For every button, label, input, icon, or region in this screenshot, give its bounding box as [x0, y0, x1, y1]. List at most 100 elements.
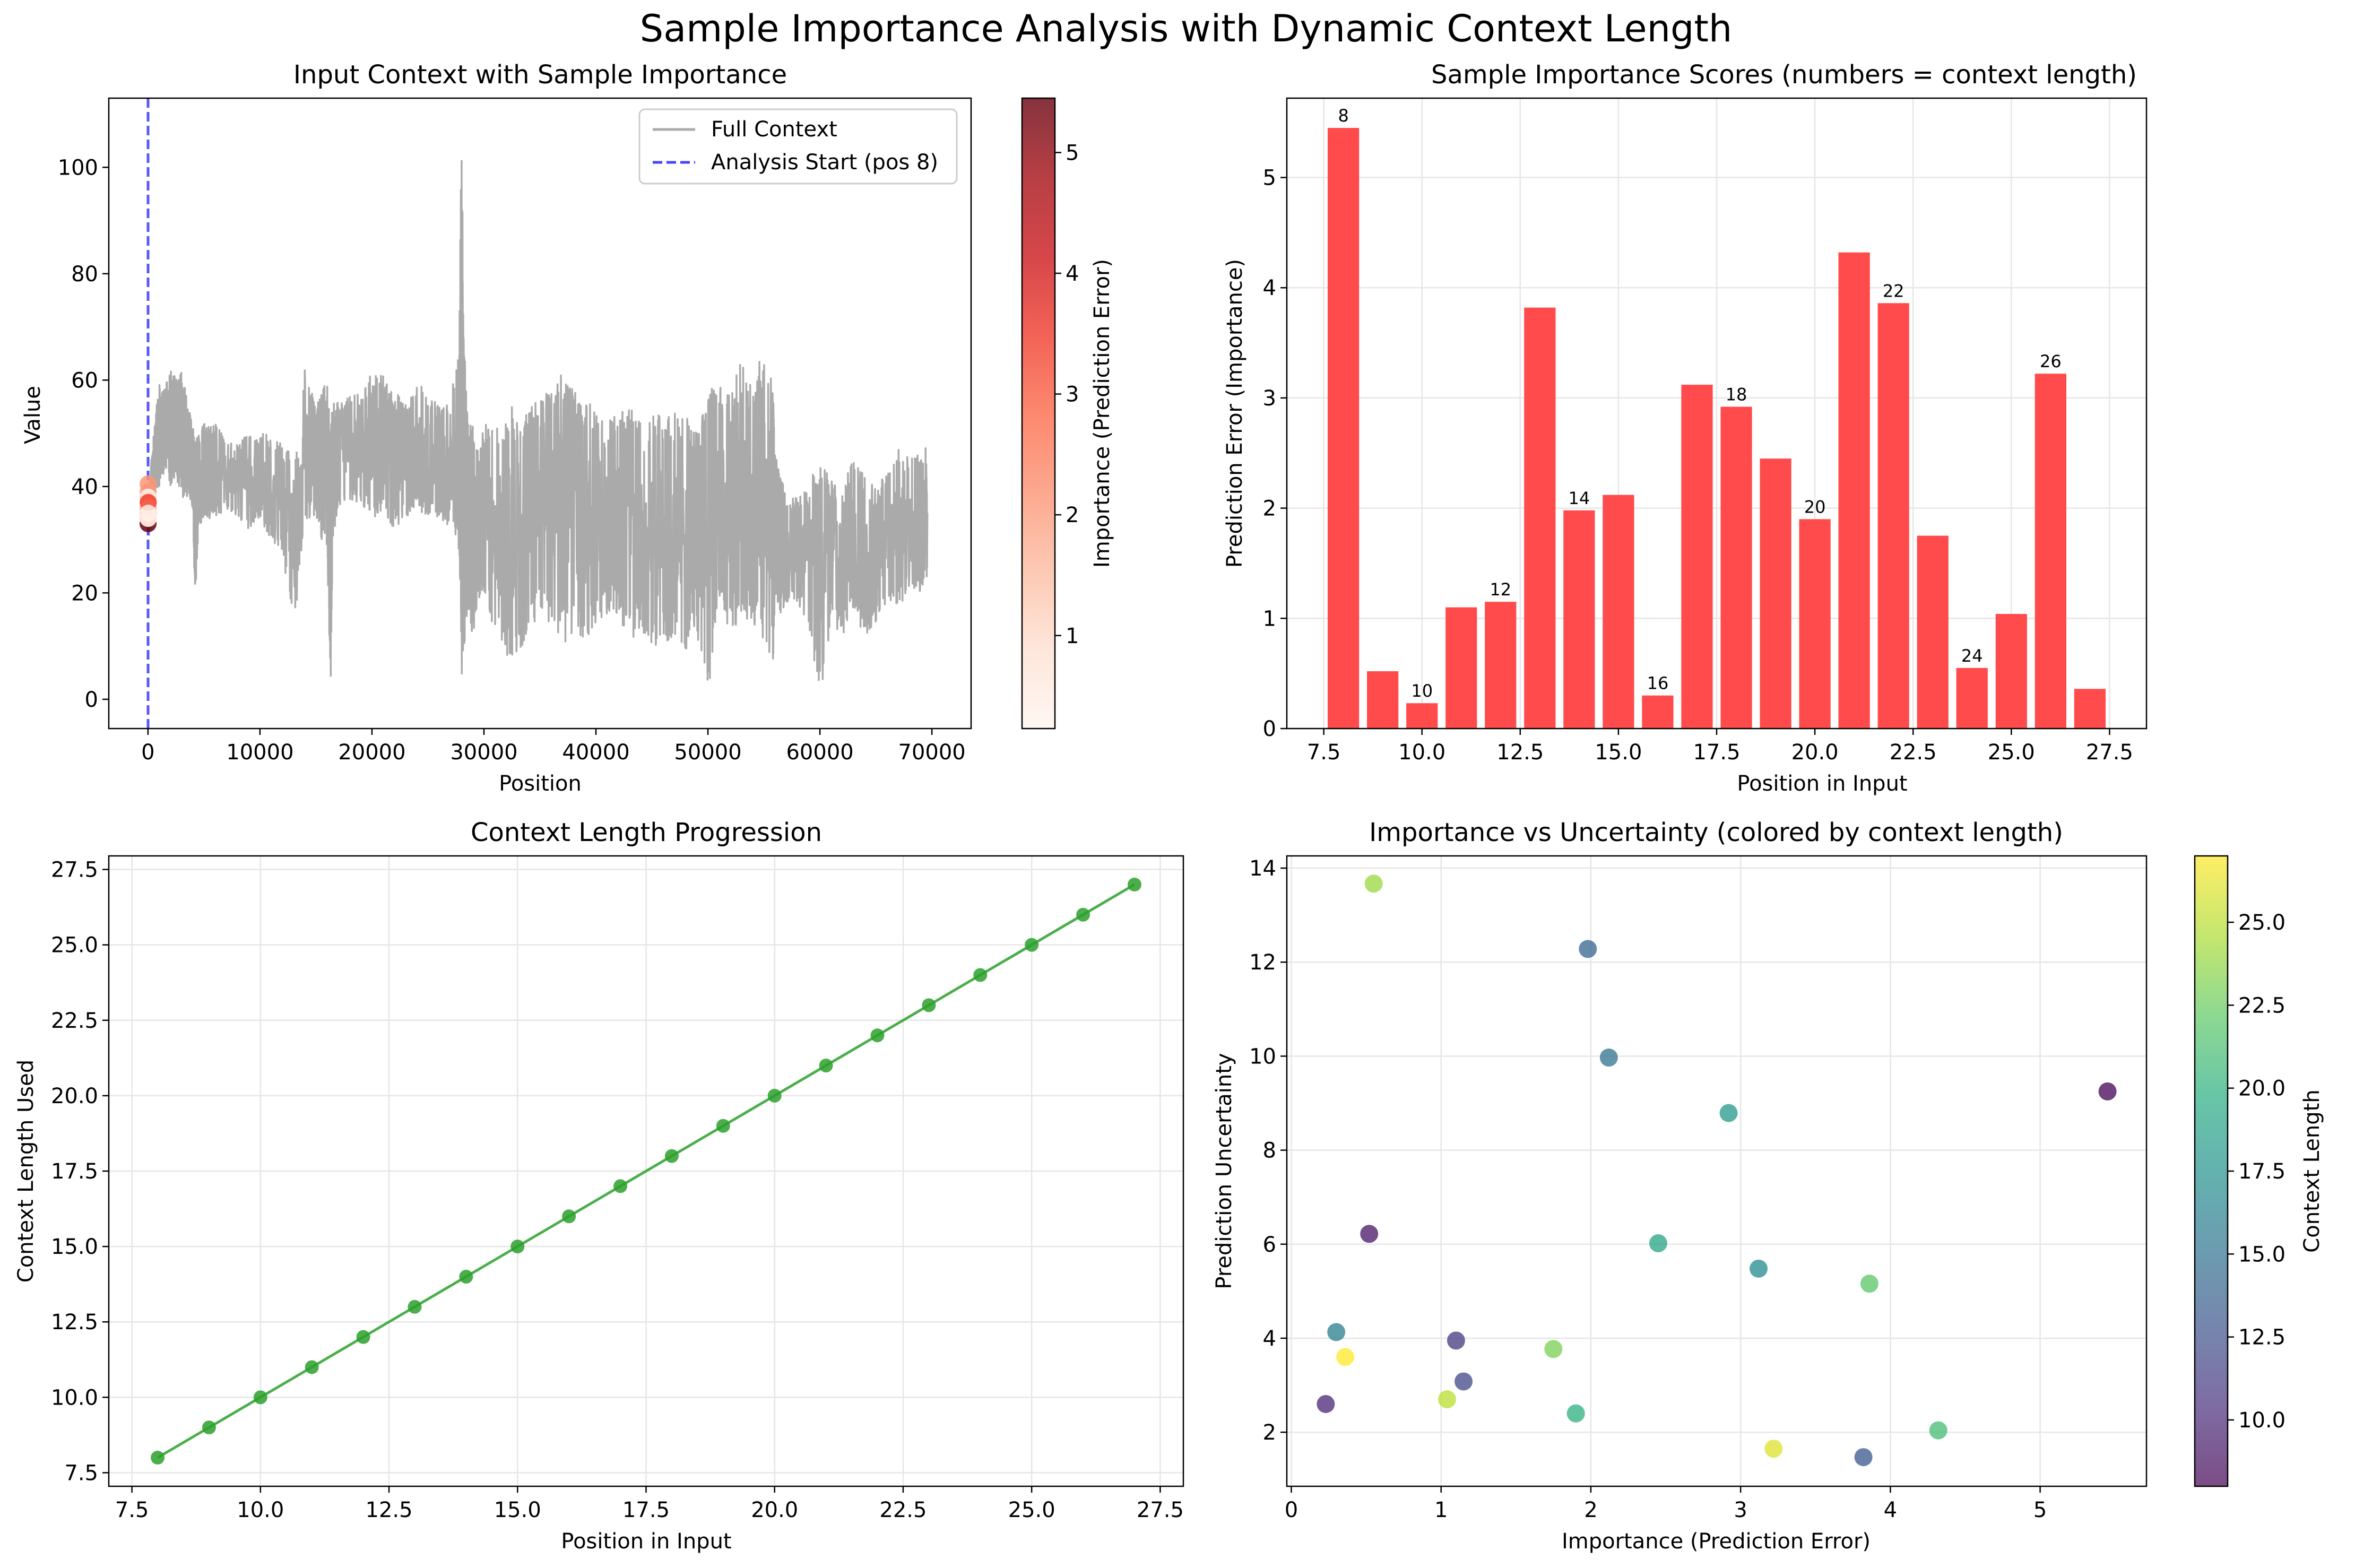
colorbar-tick-label: 5	[1066, 141, 1079, 165]
x-axis-label: Importance (Prediction Error)	[1562, 1529, 1871, 1554]
x-tick-label: 25.0	[1988, 740, 2035, 765]
context-length-point	[151, 1451, 165, 1465]
importance-bar	[1760, 458, 1791, 729]
x-tick-label: 22.5	[879, 1498, 927, 1522]
y-tick-label: 15.0	[51, 1235, 98, 1259]
x-tick-label: 10.0	[1398, 740, 1445, 765]
uncertainty-point	[1317, 1394, 1335, 1413]
x-tick-label: 7.5	[1307, 740, 1341, 765]
x-tick-label: 7.5	[115, 1498, 149, 1522]
bar-context-label: 20	[1804, 497, 1826, 517]
y-tick-label: 40	[71, 475, 98, 499]
context-length-line	[157, 883, 1136, 1459]
context-length-point	[1127, 878, 1141, 891]
context-length-point	[202, 1420, 216, 1435]
full-context-series	[147, 160, 929, 681]
x-tick-label: 50000	[674, 740, 741, 765]
importance-point	[140, 475, 157, 492]
colorbar-context-length: 10.0 12.5 15.0 17.5 20.0 22.5 25.0 Context Len…	[2194, 855, 2324, 1487]
y-tick-label: 60	[71, 368, 98, 393]
bar-context-label: 26	[2040, 351, 2062, 371]
panel-title: Sample Importance Scores (numbers = cont…	[1431, 60, 2137, 90]
uncertainty-point	[2098, 1082, 2117, 1101]
uncertainty-point	[1447, 1331, 1465, 1350]
y-tick-label: 0	[85, 688, 98, 712]
y-tick-label: 2	[1263, 1420, 1276, 1445]
y-tick-label: 1	[1263, 607, 1276, 631]
colorbar-tick-label: 25.0	[2238, 911, 2286, 935]
x-tick-label: 4	[1884, 1498, 1897, 1522]
y-tick-label: 20.0	[51, 1084, 98, 1108]
y-tick-label: 20	[71, 581, 98, 605]
panel-title: Input Context with Sample Importance	[293, 60, 787, 90]
uncertainty-point	[1599, 1049, 1618, 1067]
x-tick-label: 17.5	[1693, 740, 1740, 765]
y-tick-label: 7.5	[64, 1461, 98, 1485]
uncertainty-point	[1649, 1234, 1667, 1252]
x-tick-label: 27.5	[2086, 740, 2133, 765]
colorbar-tick-label: 20.0	[2238, 1077, 2286, 1101]
bar-context-label: 24	[1961, 646, 1983, 666]
uncertainty-point	[1750, 1259, 1768, 1278]
context-length-point	[819, 1059, 833, 1073]
context-length-point	[973, 968, 988, 982]
importance-bar	[1681, 385, 1713, 729]
bar-context-label: 18	[1726, 385, 1747, 405]
colorbar-gradient	[2194, 855, 2229, 1487]
y-tick-label: 80	[71, 262, 98, 287]
importance-bar	[1877, 303, 1909, 729]
y-tick-label: 27.5	[51, 858, 98, 882]
panel-context-progression: Context Length Progression 7.5 10.0 12.5 15…	[14, 818, 1184, 1554]
uncertainty-point	[1764, 1440, 1783, 1458]
x-tick-label: 12.5	[1496, 740, 1544, 765]
uncertainty-point	[1579, 940, 1597, 958]
context-length-point	[1025, 938, 1039, 952]
context-length-point	[305, 1360, 319, 1374]
x-tick-label: 20.0	[1791, 740, 1839, 765]
importance-bar	[1367, 671, 1399, 729]
y-tick-label: 10.0	[51, 1385, 98, 1410]
importance-bar	[1563, 510, 1595, 729]
x-tick-label: 60000	[786, 740, 853, 765]
panel-title: Context Length Progression	[471, 818, 822, 847]
axes-frame	[1286, 855, 2148, 1487]
x-tick-label: 40000	[562, 740, 629, 765]
importance-bar	[1642, 695, 1674, 729]
y-tick-label: 10	[1249, 1044, 1276, 1069]
colorbar-importance: 1 2 3 4 5 Importance (Prediction Error)	[1021, 97, 1114, 730]
bar-context-label: 12	[1490, 579, 1511, 600]
x-tick-label: 22.5	[1890, 740, 1937, 765]
y-tick-label: 4	[1263, 1327, 1276, 1351]
colorbar-tick-label: 1	[1066, 624, 1079, 648]
importance-bar	[1995, 614, 2027, 729]
legend-label-full-context: Full Context	[711, 117, 837, 142]
context-length-point	[510, 1240, 525, 1254]
bar-context-label: 8	[1338, 106, 1348, 126]
y-tick-label: 25.0	[51, 933, 98, 958]
importance-bar	[1799, 519, 1831, 729]
importance-bar	[2074, 689, 2106, 729]
bar-context-label: 16	[1647, 673, 1669, 694]
context-length-point	[356, 1330, 370, 1344]
x-tick-label: 5	[2033, 1498, 2047, 1522]
x-tick-label: 10000	[226, 740, 293, 765]
panel-importance-scores: Sample Importance Scores (numbers = cont…	[1223, 60, 2148, 796]
context-length-point	[562, 1209, 576, 1224]
importance-bar	[1603, 495, 1634, 729]
bar-context-label: 22	[1883, 281, 1904, 301]
importance-bar	[1406, 703, 1438, 729]
y-tick-label: 5	[1263, 166, 1276, 190]
x-tick-label: 20000	[338, 740, 405, 765]
colorbar-tick-label: 10.0	[2238, 1408, 2286, 1433]
uncertainty-point	[1455, 1372, 1473, 1391]
legend-label-analysis-start: Analysis Start (pos 8)	[711, 150, 938, 175]
colorbar-tick-label: 4	[1066, 262, 1079, 286]
panel-input-context: Input Context with Sample Importance 0 10…	[21, 60, 1114, 796]
context-length-point	[767, 1088, 782, 1103]
x-tick-label: 2	[1584, 1498, 1597, 1522]
bar-context-label: 14	[1568, 488, 1590, 508]
uncertainty-point	[1438, 1390, 1456, 1409]
x-tick-label: 70000	[898, 740, 966, 765]
figure-suptitle: Sample Importance Analysis with Dynamic …	[640, 7, 1732, 50]
uncertainty-point	[1364, 874, 1383, 893]
